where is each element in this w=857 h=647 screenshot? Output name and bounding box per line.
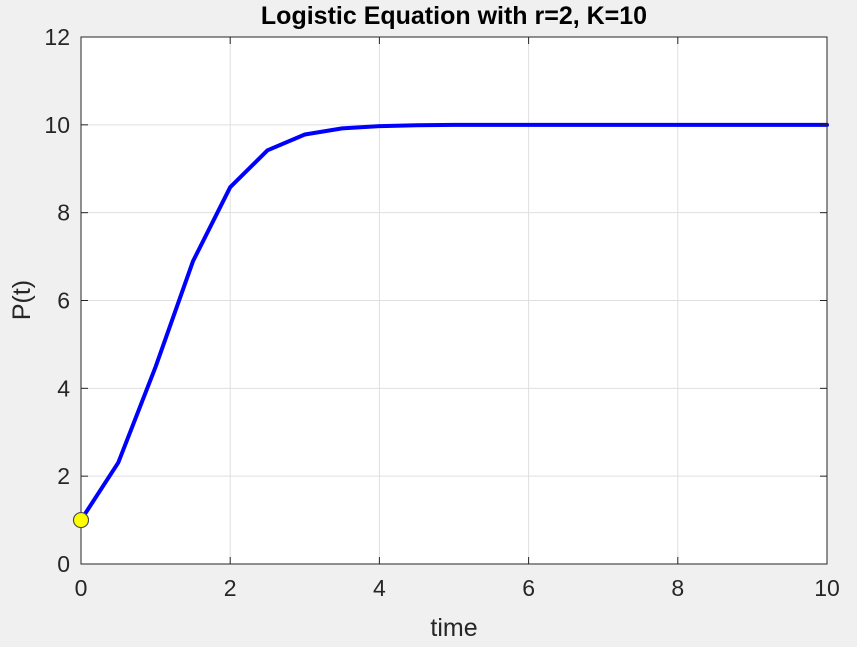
x-tick-label: 8 [671, 575, 684, 601]
marker-layer [72, 511, 90, 529]
x-tick-label: 0 [75, 575, 88, 601]
y-tick-label: 0 [57, 551, 70, 577]
x-tick-label: 10 [814, 575, 840, 601]
x-axis-label: time [430, 614, 477, 642]
y-tick-label: 2 [57, 463, 70, 489]
series-layer [79, 122, 829, 523]
y-tick-label: 10 [44, 112, 70, 138]
y-tick-label: 12 [44, 24, 70, 50]
initial-point-marker [72, 511, 90, 529]
chart-title: Logistic Equation with r=2, K=10 [261, 2, 647, 30]
y-tick-label: 8 [57, 200, 70, 226]
x-tick-label: 4 [373, 575, 386, 601]
y-tick-label: 6 [57, 288, 70, 314]
series-line [79, 122, 829, 523]
x-tick-label: 6 [522, 575, 535, 601]
y-axis-label: P(t) [8, 280, 36, 320]
x-tick-label: 2 [224, 575, 237, 601]
y-tick-label: 4 [57, 375, 70, 401]
ticks: 0 2 4 6 8 10 0 2 4 6 8 10 12 [44, 24, 839, 601]
